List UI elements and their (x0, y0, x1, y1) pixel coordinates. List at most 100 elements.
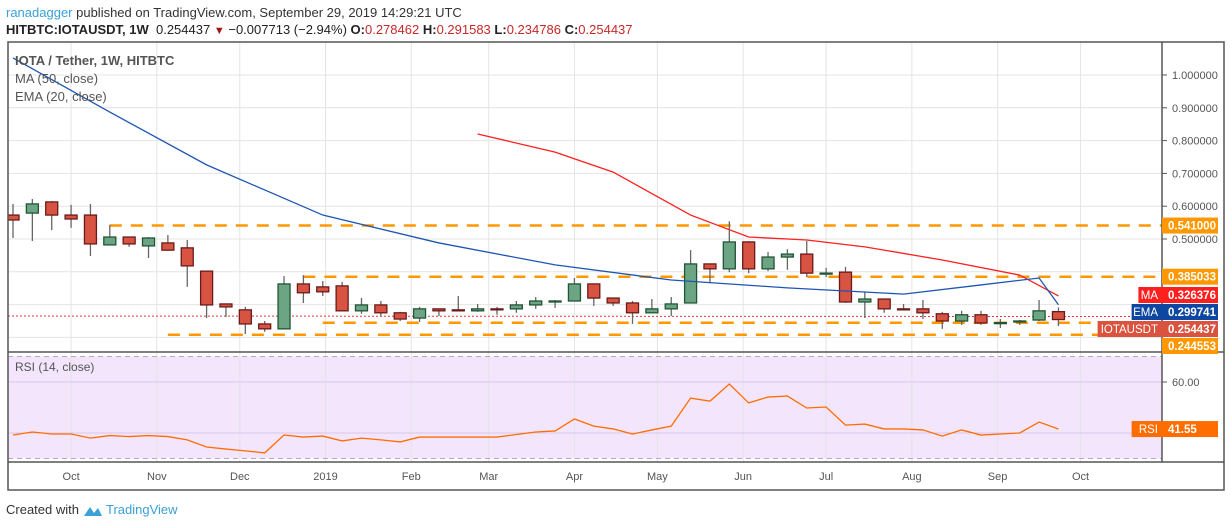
last-price-value-box (1162, 321, 1218, 337)
candle-body (199, 270, 214, 306)
candle[interactable] (954, 310, 969, 325)
candle-body (1051, 311, 1066, 321)
candle-body (529, 300, 543, 306)
triangle-down-icon: ▼ (213, 25, 225, 37)
candle[interactable] (296, 275, 311, 303)
ma-value-box (1162, 287, 1218, 303)
candle-body (180, 247, 194, 267)
candle[interactable] (548, 300, 562, 308)
candle-body (316, 286, 330, 293)
candle[interactable] (800, 240, 814, 278)
candle[interactable] (916, 300, 930, 320)
x-tick-label: Jun (734, 471, 752, 483)
candle[interactable] (277, 276, 291, 330)
candle[interactable] (1051, 307, 1066, 326)
candle[interactable] (645, 299, 659, 314)
candle-body (238, 309, 252, 325)
candle[interactable] (238, 306, 252, 335)
high-value: 0.291583 (436, 22, 491, 37)
price-pane (7, 57, 1162, 337)
candle[interactable] (374, 300, 388, 317)
candle[interactable] (877, 298, 891, 313)
candle[interactable] (529, 297, 543, 309)
candle-body (374, 304, 388, 314)
candle[interactable] (858, 291, 872, 319)
candle[interactable] (25, 198, 40, 241)
candle[interactable] (625, 300, 640, 324)
ma-value: 0.326376 (1168, 290, 1216, 302)
candle[interactable] (7, 203, 20, 239)
candle-body (412, 308, 427, 319)
candle[interactable] (1013, 320, 1027, 325)
candle[interactable] (761, 252, 775, 272)
candle[interactable] (742, 240, 756, 274)
last-price-tag (1097, 321, 1162, 337)
candle-body (277, 283, 291, 330)
x-tick-label: Mar (479, 471, 498, 483)
candle-body (219, 303, 233, 308)
candle[interactable] (258, 321, 272, 332)
open-label: O: (350, 22, 365, 37)
candle[interactable] (354, 298, 369, 314)
candle[interactable] (587, 283, 601, 306)
x-tick-label: Oct (63, 471, 80, 483)
candle-body (141, 237, 156, 247)
candle[interactable] (199, 270, 214, 319)
chart-legend: IOTA / Tether, 1W, HITBTC MA (50, close)… (15, 52, 174, 106)
candle[interactable] (1032, 300, 1046, 321)
candle[interactable] (509, 300, 524, 313)
candle-body (916, 308, 930, 314)
ema-value: 0.299741 (1168, 307, 1217, 319)
candle[interactable] (45, 200, 59, 231)
candle[interactable] (974, 310, 988, 325)
candle[interactable] (103, 224, 117, 246)
symbol: HITBTC:IOTAUSDT, 1W (6, 22, 149, 37)
candle-body (954, 314, 969, 322)
candle[interactable] (683, 250, 698, 304)
candle[interactable] (567, 278, 582, 302)
candle[interactable] (412, 306, 427, 322)
candle[interactable] (490, 306, 504, 315)
rsi-value-box (1162, 421, 1218, 438)
candle[interactable] (451, 296, 465, 312)
candle-body (742, 241, 756, 270)
author-link[interactable]: ranadagger (6, 5, 73, 20)
candle[interactable] (335, 281, 349, 312)
candle[interactable] (83, 203, 98, 257)
candle[interactable] (393, 311, 407, 321)
candle[interactable] (122, 236, 136, 247)
candle-body (877, 298, 891, 310)
candle[interactable] (219, 303, 233, 318)
x-tick-label: May (647, 471, 668, 483)
candle[interactable] (64, 204, 78, 228)
rsi-band (8, 356, 1162, 459)
last-price-tag-label: IOTAUSDT (1101, 324, 1158, 336)
candle[interactable] (180, 239, 194, 287)
candle[interactable] (161, 235, 175, 251)
candle[interactable] (935, 311, 949, 329)
candle[interactable] (722, 221, 736, 273)
open-value: 0.278462 (364, 22, 420, 37)
legend-ema[interactable]: EMA (20, close) (15, 89, 107, 104)
candle[interactable] (606, 297, 620, 306)
candle-body (490, 308, 504, 311)
candle[interactable] (141, 237, 156, 259)
legend-ma[interactable]: MA (50, close) (15, 71, 99, 86)
candle[interactable] (819, 267, 833, 278)
candle-body (761, 256, 775, 270)
candle[interactable] (432, 308, 446, 317)
candle[interactable] (664, 297, 678, 317)
candle[interactable] (780, 249, 795, 270)
candle[interactable] (896, 303, 911, 311)
y-tick-label: 0.800000 (1172, 136, 1218, 148)
candle[interactable] (993, 319, 1008, 328)
chart-title: IOTA / Tether, 1W, HITBTC (15, 53, 175, 68)
candle[interactable] (838, 266, 853, 303)
candle[interactable] (470, 303, 485, 312)
candle[interactable] (703, 263, 717, 283)
y-tick-label: 0.500000 (1172, 234, 1218, 246)
tradingview-link[interactable]: TradingView (106, 502, 178, 517)
candle-body (819, 272, 833, 275)
candle[interactable] (316, 280, 330, 297)
